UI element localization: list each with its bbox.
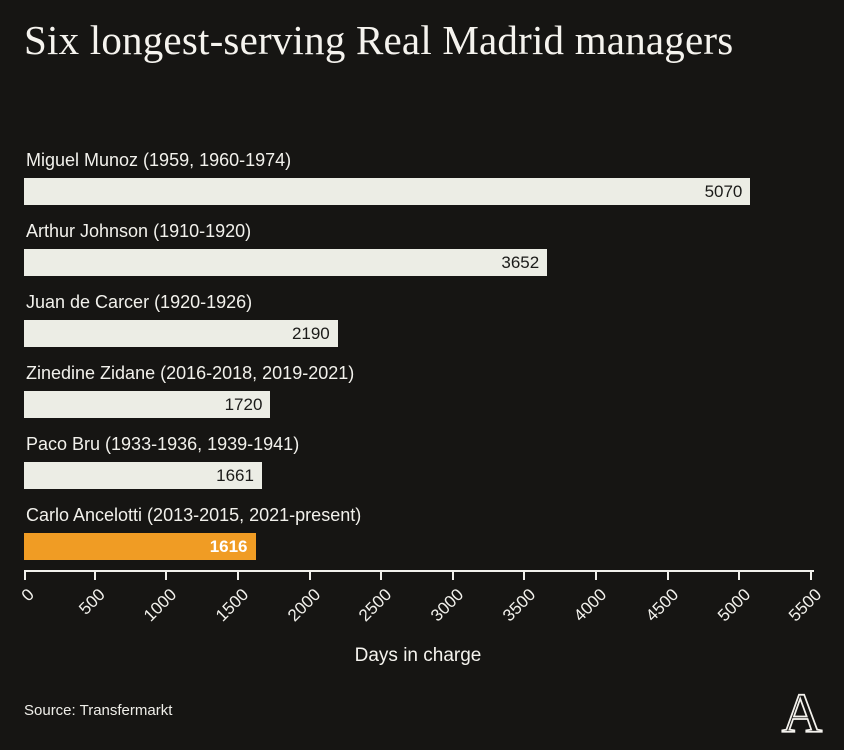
x-axis-tick-label: 1500 <box>212 585 253 626</box>
bar-label: Carlo Ancelotti (2013-2015, 2021-present… <box>26 505 362 525</box>
bar: 3652 <box>24 249 548 276</box>
x-axis-tick-label: 0 <box>17 585 38 606</box>
x-axis-tick <box>93 570 96 580</box>
x-axis-tick <box>236 570 239 580</box>
x-axis-tick <box>738 570 741 580</box>
x-axis-line <box>24 570 814 572</box>
athletic-logo-icon: A <box>781 682 824 744</box>
chart-title: Six longest-serving Real Madrid managers <box>24 17 734 63</box>
bar: 1616 <box>24 533 256 560</box>
x-axis-tick-label: 3500 <box>498 585 539 626</box>
bar-row: Carlo Ancelotti (2013-2015, 2021-present… <box>24 505 812 560</box>
x-axis-tick <box>810 570 812 580</box>
bar-rows: Miguel Munoz (1959, 1960-1974) 5070 Arthur… <box>24 150 812 576</box>
x-axis-tick <box>451 570 454 580</box>
bar-value-label: 3652 <box>501 252 540 272</box>
bar: 1661 <box>24 462 262 489</box>
bar-row: Juan de Carcer (1920-1926) 2190 <box>24 292 812 347</box>
bar-row: Paco Bru (1933-1936, 1939-1941) 1661 <box>24 434 812 489</box>
bar-value-label: 2190 <box>291 323 330 343</box>
x-axis-title: Days in charge <box>354 645 482 666</box>
bar-value-label: 1661 <box>216 465 254 485</box>
bar-value-label: 1616 <box>209 536 248 556</box>
source-credit: Source: Transfermarkt <box>24 702 173 719</box>
bar-value-label: 5070 <box>704 181 743 201</box>
x-axis-tick-label: 2000 <box>283 585 324 626</box>
bar-label: Juan de Carcer (1920-1926) <box>26 292 253 312</box>
bar-label: Arthur Johnson (1910-1920) <box>26 221 252 241</box>
x-axis-tick <box>523 570 526 580</box>
x-axis-tick <box>380 570 383 580</box>
x-axis-tick-label: 3000 <box>427 585 468 626</box>
bar-label: Zinedine Zidane (2016-2018, 2019-2021) <box>26 363 355 383</box>
bar-label: Miguel Munoz (1959, 1960-1974) <box>26 150 292 170</box>
athletic-logo-letter: A <box>782 683 823 744</box>
bar: 1720 <box>24 391 271 418</box>
x-axis-tick-label: 5000 <box>713 585 754 626</box>
x-axis-tick <box>165 570 168 580</box>
x-axis-tick-label: 500 <box>75 585 110 619</box>
x-axis-tick-label: 4000 <box>570 585 611 626</box>
x-axis-tick <box>666 570 669 580</box>
bar: 2190 <box>24 320 338 347</box>
bar-label: Paco Bru (1933-1936, 1939-1941) <box>26 434 300 454</box>
bar-value-label: 1720 <box>224 394 263 414</box>
x-axis-tick <box>595 570 598 580</box>
x-axis-tick <box>24 570 26 580</box>
x-axis-tick <box>308 570 311 580</box>
x-axis-tick-label: 1000 <box>140 585 181 626</box>
bar-row: Miguel Munoz (1959, 1960-1974) 5070 <box>24 150 812 205</box>
bar-row: Arthur Johnson (1910-1920) 3652 <box>24 221 812 276</box>
x-axis-tick-label: 2500 <box>355 585 396 626</box>
x-axis: 0 500 1000 1500 2000 2500 3000 3500 4000 4500 5000… <box>17 570 825 634</box>
x-axis-tick-label: 5500 <box>785 585 826 626</box>
x-axis-tick-label: 4500 <box>641 585 683 626</box>
bar-row: Zinedine Zidane (2016-2018, 2019-2021) 17… <box>24 363 812 418</box>
bar: 5070 <box>24 178 751 205</box>
